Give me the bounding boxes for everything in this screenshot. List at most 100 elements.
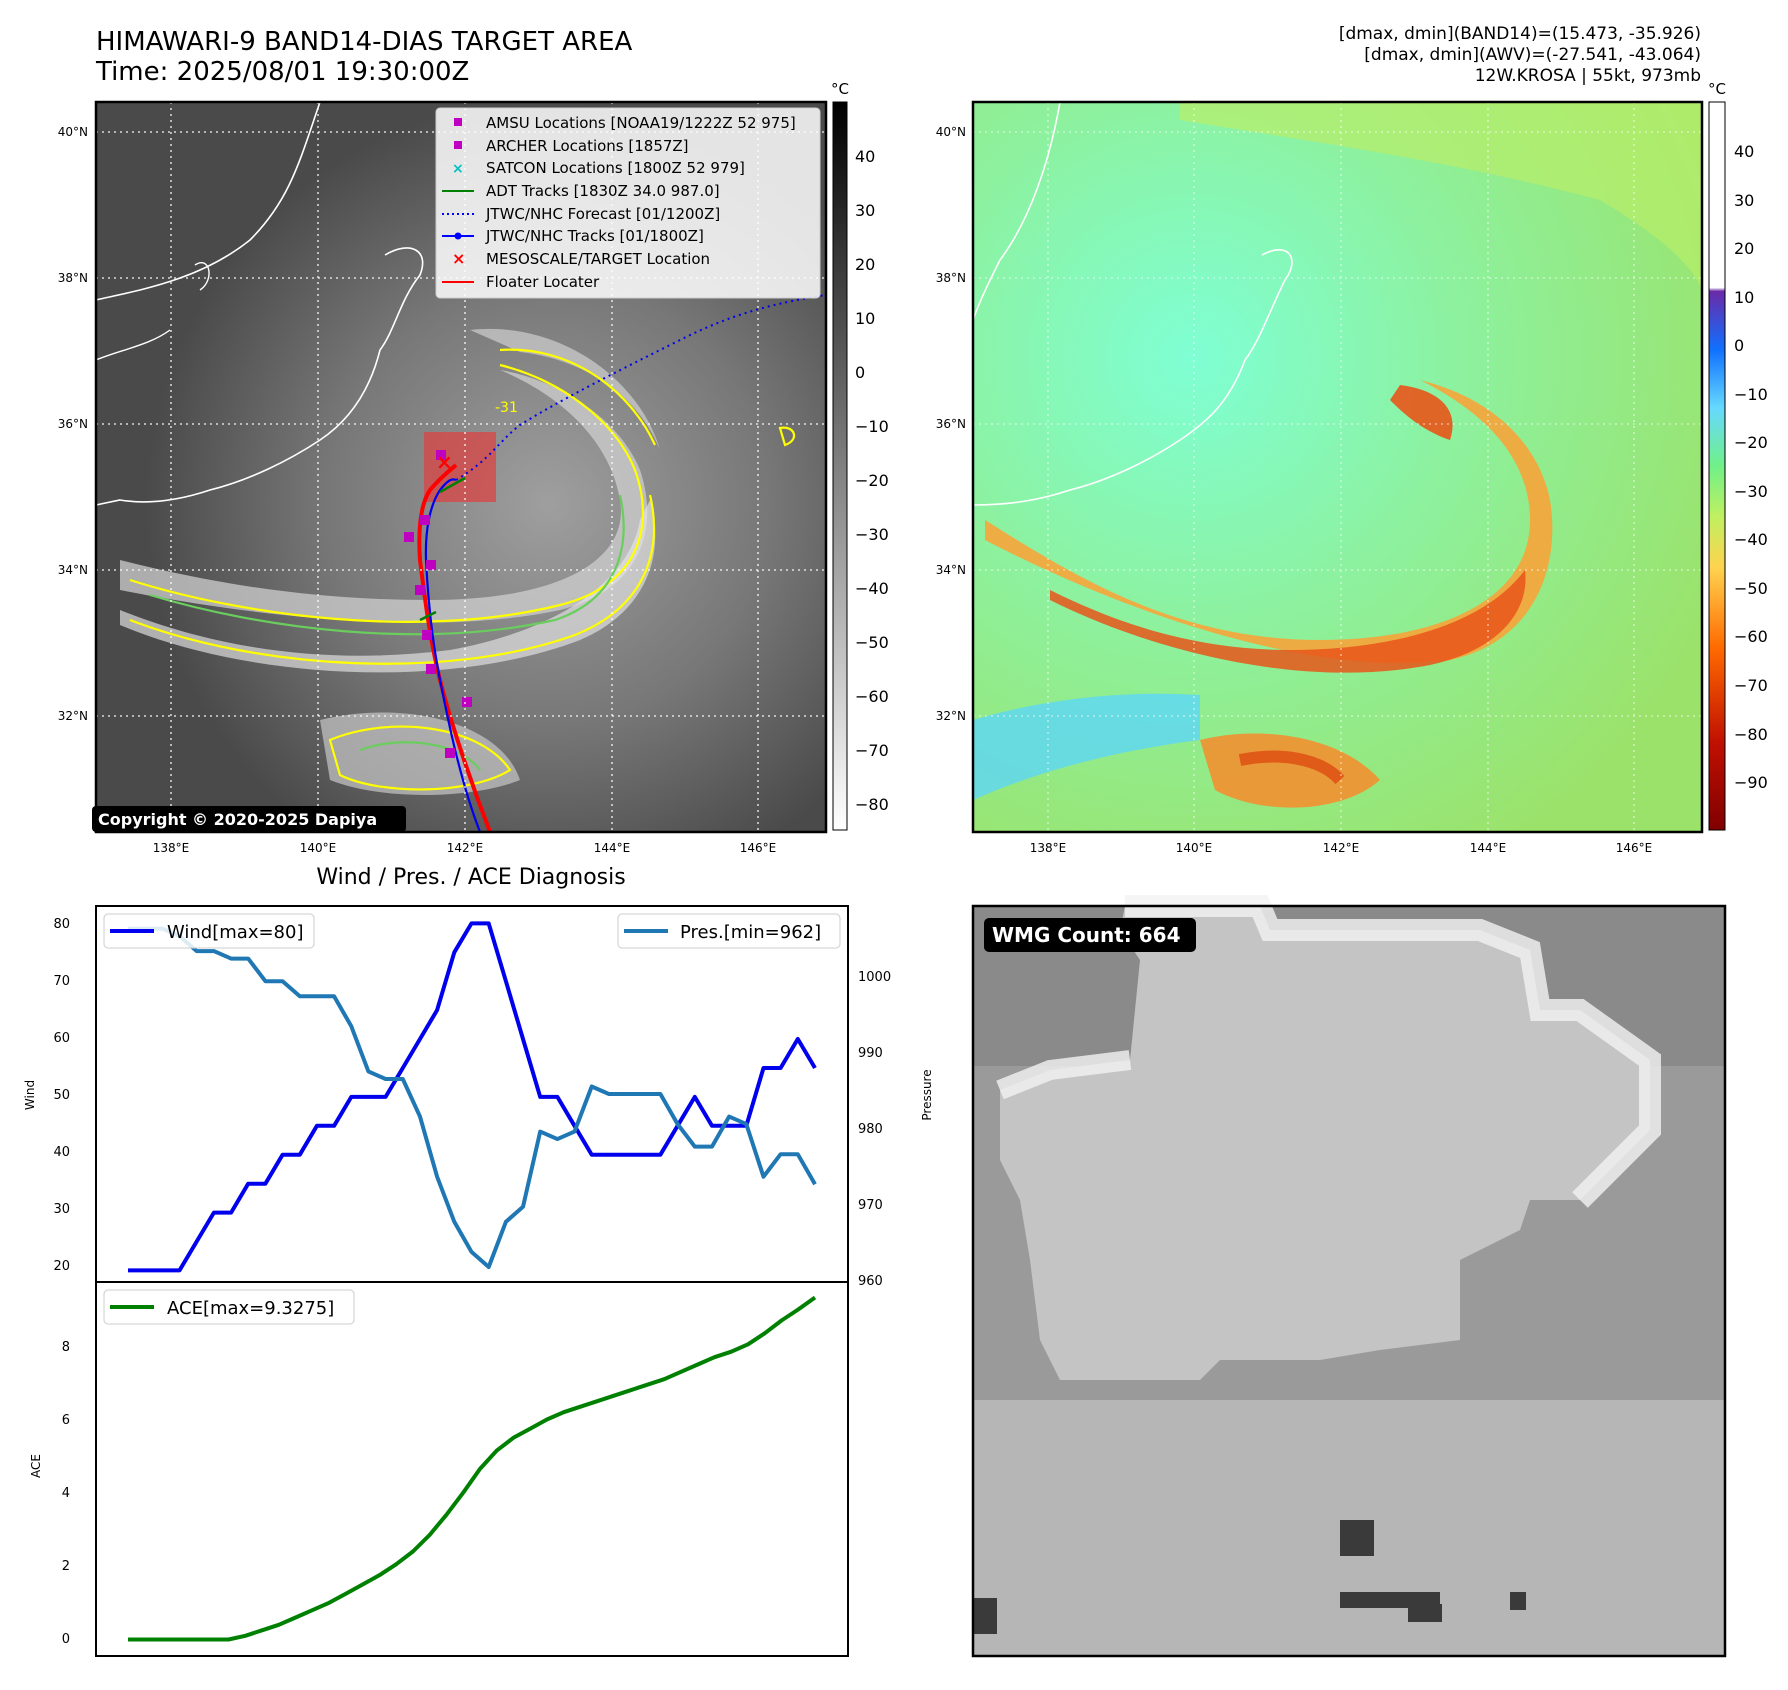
svg-text:20: 20 [1734,239,1754,258]
svg-text:−50: −50 [855,633,889,652]
svg-text:Wind[max=80]: Wind[max=80] [167,922,304,943]
svg-text:°C: °C [1708,80,1726,98]
svg-text:−30: −30 [1734,482,1768,501]
svg-text:32°N: 32°N [58,709,88,723]
svg-text:−10: −10 [1734,385,1768,404]
svg-text:146°E: 146°E [740,841,777,855]
svg-text:2: 2 [62,1559,70,1574]
svg-text:960: 960 [858,1274,883,1289]
svg-text:36°N: 36°N [936,417,966,431]
ace-series [128,1295,817,1642]
svg-text:990: 990 [858,1046,883,1061]
adt-track [419,476,466,622]
wind-axis-label: Wind [23,1080,37,1110]
svg-text:−40: −40 [855,579,889,598]
svg-text:−70: −70 [1734,676,1768,695]
svg-text:40: 40 [53,1145,70,1160]
svg-text:34°N: 34°N [936,563,966,577]
svg-text:146°E: 146°E [1616,841,1653,855]
svg-text:°C: °C [831,80,849,98]
target-marker: × [436,450,453,474]
svg-text:30: 30 [1734,191,1754,210]
svg-text:980: 980 [858,1122,883,1137]
svg-text:4: 4 [62,1486,70,1501]
svg-text:−20: −20 [1734,433,1768,452]
awv-colorbar: °C 40 30 20 10 0 −10 −20 −30 −40 −50 −60… [1708,80,1768,831]
ace-panel [95,1281,849,1657]
figure-time: Time: 2025/08/01 19:30:00Z [95,57,469,87]
figure-title: HIMAWARI-9 BAND14-DIAS TARGET AREA [96,27,633,57]
svg-text:−80: −80 [855,795,889,814]
awv-map [971,100,1704,834]
legend-forecast: JTWC/NHC Forecast [01/1200Z] [485,205,720,223]
svg-text:10: 10 [855,309,875,328]
svg-text:−50: −50 [1734,579,1768,598]
pressure-axis-ticks: 1000 990 980 970 960 [858,970,891,1289]
wind-series [128,921,817,1273]
svg-text:0: 0 [1734,336,1744,355]
pressure-legend: Pres.[min=962] [617,913,841,949]
legend-target-marker: × [452,249,465,268]
wind-pressure-panel [95,905,849,1283]
svg-text:30: 30 [855,201,875,220]
legend-archer: ARCHER Locations [1857Z] [486,137,689,155]
svg-text:40°N: 40°N [58,125,88,139]
info-band14-range: [dmax, dmin](BAND14)=(15.473, -35.926) [1339,24,1701,44]
svg-text:50: 50 [53,1088,70,1103]
svg-text:38°N: 38°N [58,271,88,285]
svg-text:970: 970 [858,1198,883,1213]
svg-text:6: 6 [62,1413,70,1428]
svg-text:−60: −60 [1734,627,1768,646]
svg-text:0: 0 [62,1632,70,1647]
legend-target: MESOSCALE/TARGET Location [486,250,710,268]
svg-text:138°E: 138°E [1030,841,1067,855]
wind-line [128,921,817,1273]
svg-text:70: 70 [53,974,70,989]
floater-box [424,432,496,502]
ace-line [128,1295,817,1642]
svg-text:−70: −70 [855,741,889,760]
legend-satcon-marker: × [452,161,464,177]
svg-text:0: 0 [855,363,865,382]
pressure-line [128,926,817,1269]
svg-text:−10: −10 [855,417,889,436]
awv-map-lon-ticks: 138°E 140°E 142°E 144°E 146°E [1030,841,1653,855]
legend-jtwc: JTWC/NHC Tracks [01/1800Z] [485,227,704,245]
legend-floater: Floater Locater [486,273,600,291]
wmg-count: WMG Count: 664 [992,923,1181,947]
ace-axis-ticks: 8 6 4 2 0 [62,1340,70,1647]
svg-text:144°E: 144°E [594,841,631,855]
svg-text:−30: −30 [855,525,889,544]
svg-text:140°E: 140°E [300,841,337,855]
copyright: Copyright © 2020-2025 Dapiya [98,810,377,829]
ir-map-lon-ticks: 138°E 140°E 142°E 144°E 146°E [153,841,777,855]
legend-archer-marker [454,141,462,149]
jtwc-track [424,478,482,833]
svg-text:ACE[max=9.3275]: ACE[max=9.3275] [167,1298,334,1319]
map-legend: AMSU Locations [NOAA19/1222Z 52 975] ARC… [435,107,821,299]
svg-text:60: 60 [53,1031,70,1046]
pressure-series [128,926,817,1269]
wind-axis-ticks: 80 70 60 50 40 30 20 [53,917,70,1274]
svg-text:40: 40 [1734,142,1754,161]
wind-legend: Wind[max=80] [103,913,315,949]
svg-text:−20: −20 [855,471,889,490]
svg-text:20: 20 [855,255,875,274]
svg-text:20: 20 [53,1259,70,1274]
pressure-axis-label: Pressure [920,1069,934,1120]
svg-text:34°N: 34°N [58,563,88,577]
svg-text:1000: 1000 [858,970,891,985]
ir-colorbar: °C 40 30 20 10 0 −10 −20 −30 −40 −50 −60… [831,80,889,831]
diagnosis-title: Wind / Pres. / ACE Diagnosis [316,865,625,890]
svg-text:−40: −40 [1734,530,1768,549]
legend-amsu: AMSU Locations [NOAA19/1222Z 52 975] [486,114,796,132]
legend-adt: ADT Tracks [1830Z 34.0 987.0] [486,182,720,200]
svg-text:30: 30 [53,1202,70,1217]
svg-text:32°N: 32°N [936,709,966,723]
svg-text:140°E: 140°E [1176,841,1213,855]
svg-text:36°N: 36°N [58,417,88,431]
contour-label: -31 [495,400,518,416]
svg-text:−60: −60 [855,687,889,706]
svg-text:8: 8 [62,1340,70,1355]
